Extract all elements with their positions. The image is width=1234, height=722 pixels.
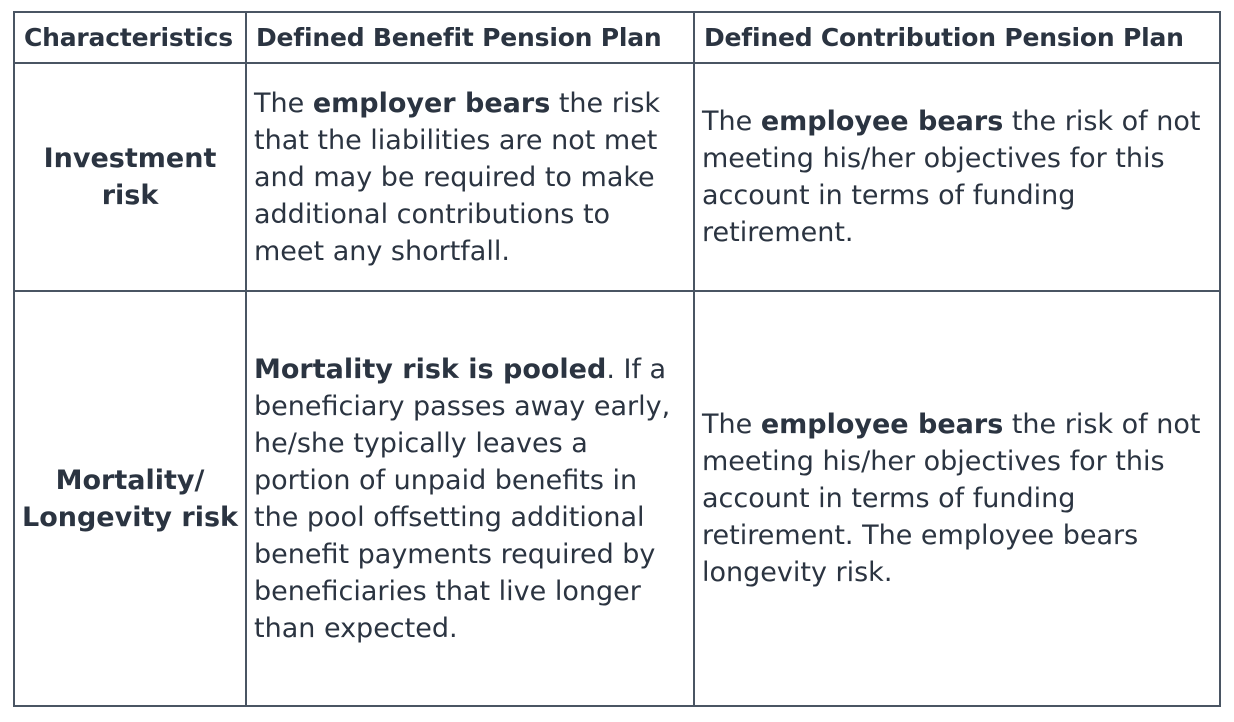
cell-text-pre: The	[702, 409, 761, 440]
table-row-mortality-longevity-risk: Mortality/ Longevity risk Mortality risk…	[13, 290, 1221, 707]
header-row: Characteristics Defined Benefit Pension …	[13, 11, 1221, 64]
cell-text-post: the risk of not meeting his/her objectiv…	[702, 106, 1201, 248]
cell-text-emphasis: Mortality risk is pooled	[254, 353, 607, 385]
cell-text-pre: The	[254, 87, 313, 119]
cell-mortality-defined-benefit: Mortality risk is pooled. If a beneficia…	[245, 290, 695, 707]
cell-investment-defined-contribution: The employee bears the risk of not meeti…	[693, 62, 1221, 292]
cell-text-post: . If a beneficiary passes away early, he…	[254, 353, 671, 644]
cell-mortality-defined-contribution: The employee bears the risk of not meeti…	[693, 290, 1221, 707]
row-label-investment-risk: Investment risk	[13, 62, 247, 292]
cell-text-pre: The	[702, 106, 761, 137]
cell-text-emphasis: employee bears	[760, 409, 1004, 440]
header-defined-contribution: Defined Contribution Pension Plan	[693, 11, 1221, 64]
cell-text-post: the risk that the liabilities are not me…	[254, 87, 661, 267]
table-row-investment-risk: Investment risk The employer bears the r…	[13, 62, 1221, 292]
cell-text-post: the risk of not meeting his/her objectiv…	[702, 409, 1201, 588]
header-defined-benefit: Defined Benefit Pension Plan	[245, 11, 695, 64]
header-characteristics: Characteristics	[13, 11, 247, 64]
cell-text-emphasis: employee bears	[760, 106, 1004, 137]
cell-investment-defined-benefit: The employer bears the risk that the lia…	[245, 62, 695, 292]
cell-text-emphasis: employer bears	[312, 87, 551, 119]
comparison-table: Characteristics Defined Benefit Pension …	[13, 11, 1221, 707]
row-label-mortality-longevity-risk: Mortality/ Longevity risk	[13, 290, 247, 707]
